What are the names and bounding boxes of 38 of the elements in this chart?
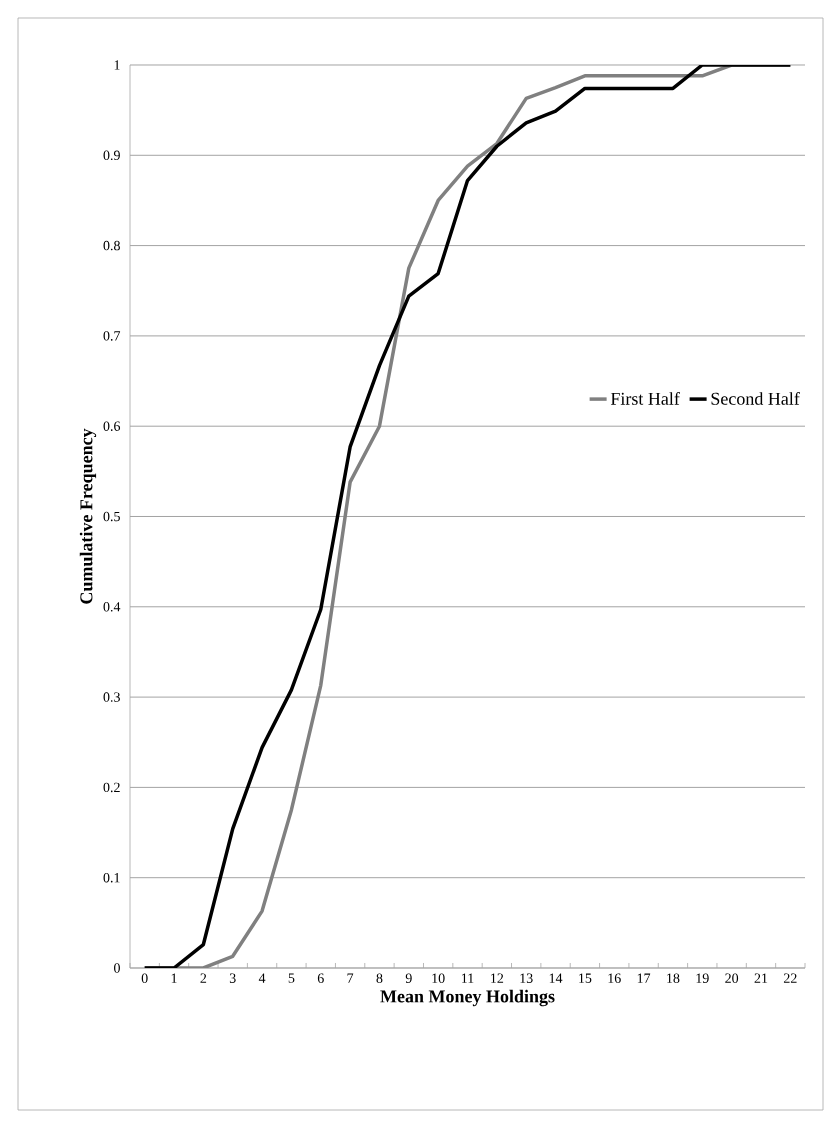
x-tick-label: 16: [608, 973, 621, 983]
y-tick-label: 1: [114, 60, 120, 70]
x-tick-label: 4: [258, 973, 266, 983]
x-tick-label: 2: [200, 973, 207, 983]
x-tick-label: 20: [725, 973, 739, 983]
x-tick-label: 10: [432, 973, 445, 983]
y-tick-label: 0.1: [103, 872, 120, 883]
x-tick-label: 9: [405, 973, 412, 983]
x-tick-label: 1: [171, 973, 177, 983]
x-tick-label: 13: [520, 973, 533, 983]
x-tick-label: 7: [347, 973, 354, 983]
x-tick-label: 11: [462, 973, 474, 983]
y-tick-label: 0.2: [103, 782, 120, 793]
x-tick-label: 12: [491, 973, 504, 983]
x-tick-label: 22: [783, 973, 797, 983]
y-tick-label: 0.8: [103, 240, 120, 251]
x-tick-label: 15: [579, 973, 592, 983]
y-tick-label: 0.3: [103, 692, 120, 702]
y-tick-label: 0.4: [103, 602, 121, 612]
x-tick-label: 18: [667, 973, 680, 983]
y-tick-label: 0.9: [103, 150, 120, 161]
y-axis-title: Cumulative Frequency: [79, 428, 97, 604]
legend-label: First Half: [610, 392, 680, 405]
y-tick-label: 0.7: [103, 331, 121, 341]
x-tick-label: 3: [229, 973, 236, 983]
y-tick-label: 0: [114, 963, 120, 973]
x-tick-label: 0: [141, 973, 148, 983]
x-tick-label: 19: [696, 973, 709, 983]
x-tick-label: 6: [317, 973, 324, 983]
x-axis-title: Mean Money Holdings: [380, 989, 555, 1007]
x-tick-label: 8: [376, 973, 383, 983]
y-tick-label: 0.6: [103, 421, 121, 431]
x-tick-label: 21: [754, 973, 768, 983]
x-tick-label: 14: [549, 973, 563, 983]
y-tick-label: 0.5: [103, 511, 120, 522]
x-tick-label: 5: [288, 973, 295, 983]
x-tick-label: 17: [637, 973, 651, 983]
legend-label: Second Half: [711, 392, 800, 405]
